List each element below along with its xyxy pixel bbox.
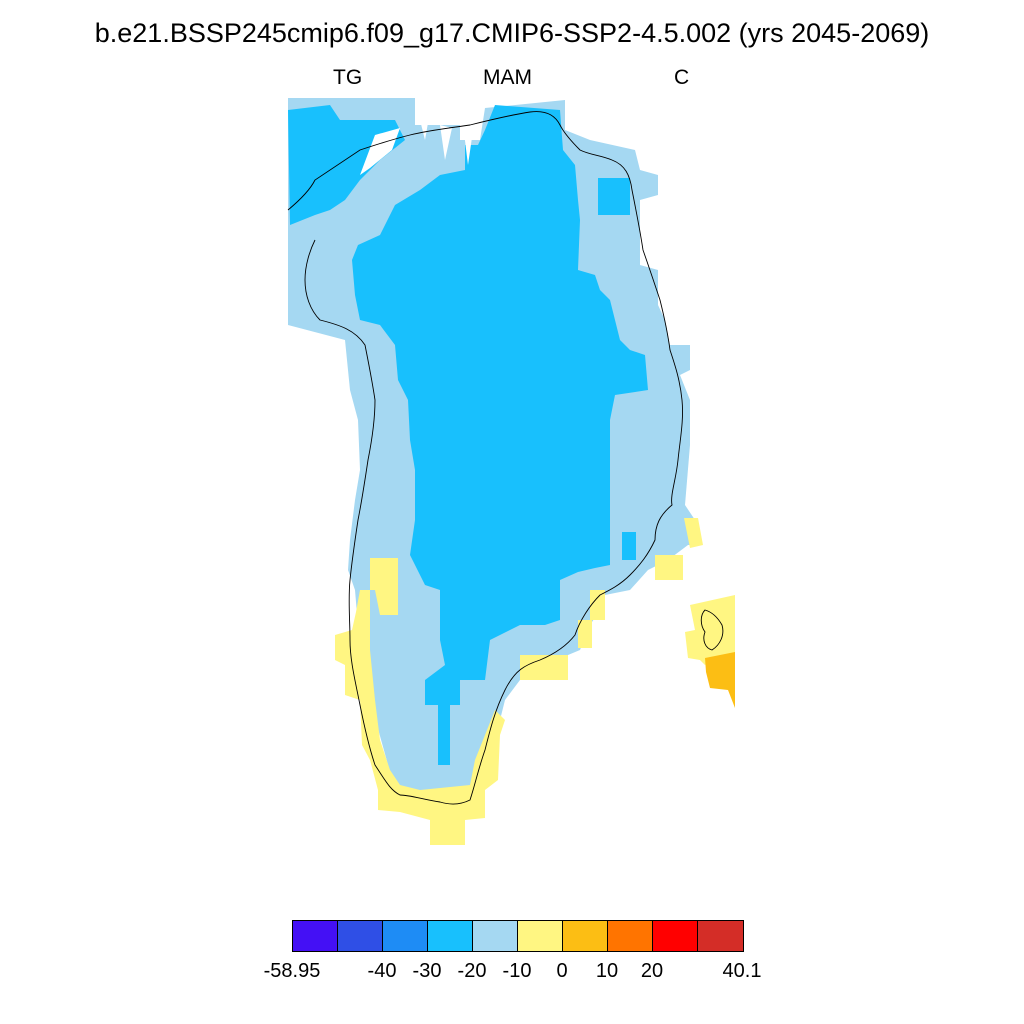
colorbar-label: -30 <box>412 960 442 982</box>
region-white-notch <box>360 100 476 175</box>
colorbar-box-1 <box>338 921 383 951</box>
colorbar-box-5 <box>518 921 563 951</box>
region-orange-island <box>705 652 735 708</box>
region-yellow-southwest <box>335 558 505 845</box>
variable-label: TG <box>333 66 363 89</box>
region-dark-blue-interior <box>352 105 648 765</box>
colorbar-box-0 <box>293 921 338 951</box>
colorbar-label: 0 <box>556 960 568 982</box>
plot-title: b.e21.BSSP245cmip6.f09_g17.CMIP6-SSP2-4.… <box>94 18 930 48</box>
colorbar-box-4 <box>473 921 518 951</box>
colorbar-label: -40 <box>367 960 397 982</box>
season-label: MAM <box>483 66 532 89</box>
colorbar-box-3 <box>428 921 473 951</box>
colorbar-label: -58.95 <box>263 960 321 982</box>
region-yellow-east <box>655 518 703 580</box>
coastline-island <box>700 609 724 651</box>
colorbar-box-2 <box>383 921 428 951</box>
colorbar-label: -10 <box>502 960 532 982</box>
colorbar-label: 20 <box>640 960 664 982</box>
colorbar-box-7 <box>608 921 653 951</box>
colorbar-label: 10 <box>595 960 619 982</box>
coastline <box>287 111 683 805</box>
colorbar-box-8 <box>653 921 698 951</box>
region-yellow-southeast <box>520 590 605 680</box>
colorbar-label: 40.1 <box>722 960 762 982</box>
colorbar-box-6 <box>563 921 608 951</box>
colorbar-label: -20 <box>457 960 487 982</box>
colorbar-box-9 <box>698 921 743 951</box>
colorbar <box>292 920 744 952</box>
units-label: C <box>674 66 690 89</box>
region-yellow-island <box>685 595 735 665</box>
